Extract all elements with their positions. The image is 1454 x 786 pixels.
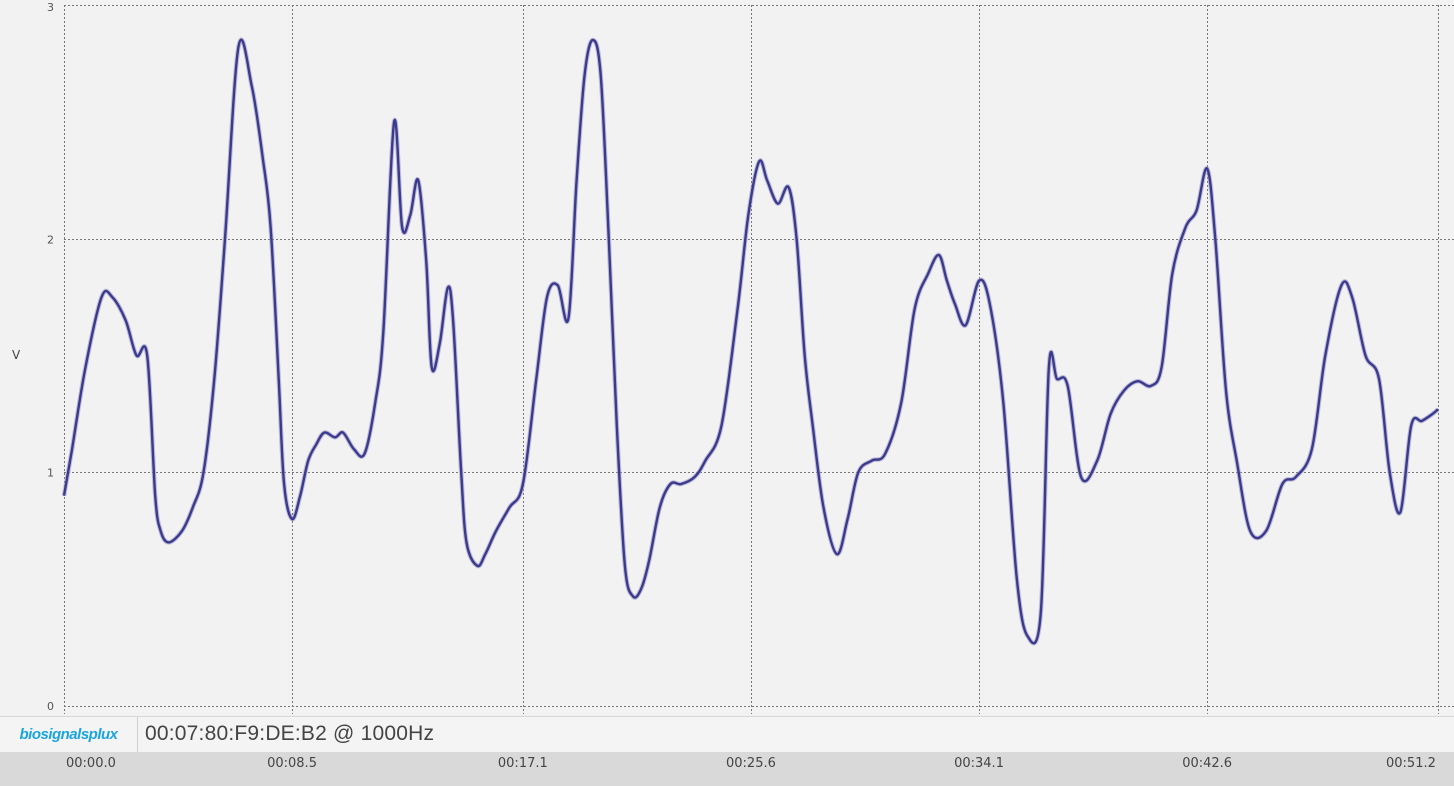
y-axis-ticks: 0 1 2 3 [47,1,54,713]
signal-plot[interactable]: 0 1 2 3 V [0,0,1454,716]
series-layer [61,37,1440,646]
x-tick-label: 00:51.2 [1386,756,1436,771]
y-tick-label: 3 [47,1,54,14]
logo-text: biosignalsplux [19,726,118,743]
grid-lines [64,5,1454,714]
x-tick-label: 00:00.0 [66,756,116,771]
biosignalsplux-logo: biosignalsplux [0,717,138,752]
x-tick-label: 00:34.1 [954,756,1004,771]
y-tick-label: 2 [47,234,54,247]
x-tick-label: 00:25.6 [726,756,776,771]
device-info-bar: biosignalsplux 00:07:80:F9:DE:B2 @ 1000H… [0,716,1454,752]
signal-line [62,38,1439,645]
x-tick-label: 00:42.6 [1182,756,1233,771]
x-tick-label: 00:17.1 [497,756,548,771]
y-tick-label: 0 [47,700,54,713]
y-tick-label: 1 [47,467,54,480]
x-tick-label: 00:08.5 [267,756,317,771]
y-axis-unit-label: V [12,348,21,362]
device-address-label: 00:07:80:F9:DE:B2 @ 1000Hz [145,722,435,745]
time-axis[interactable]: 00:00.0 00:08.5 00:17.1 00:25.6 00:34.1 00:42… [0,752,1454,786]
